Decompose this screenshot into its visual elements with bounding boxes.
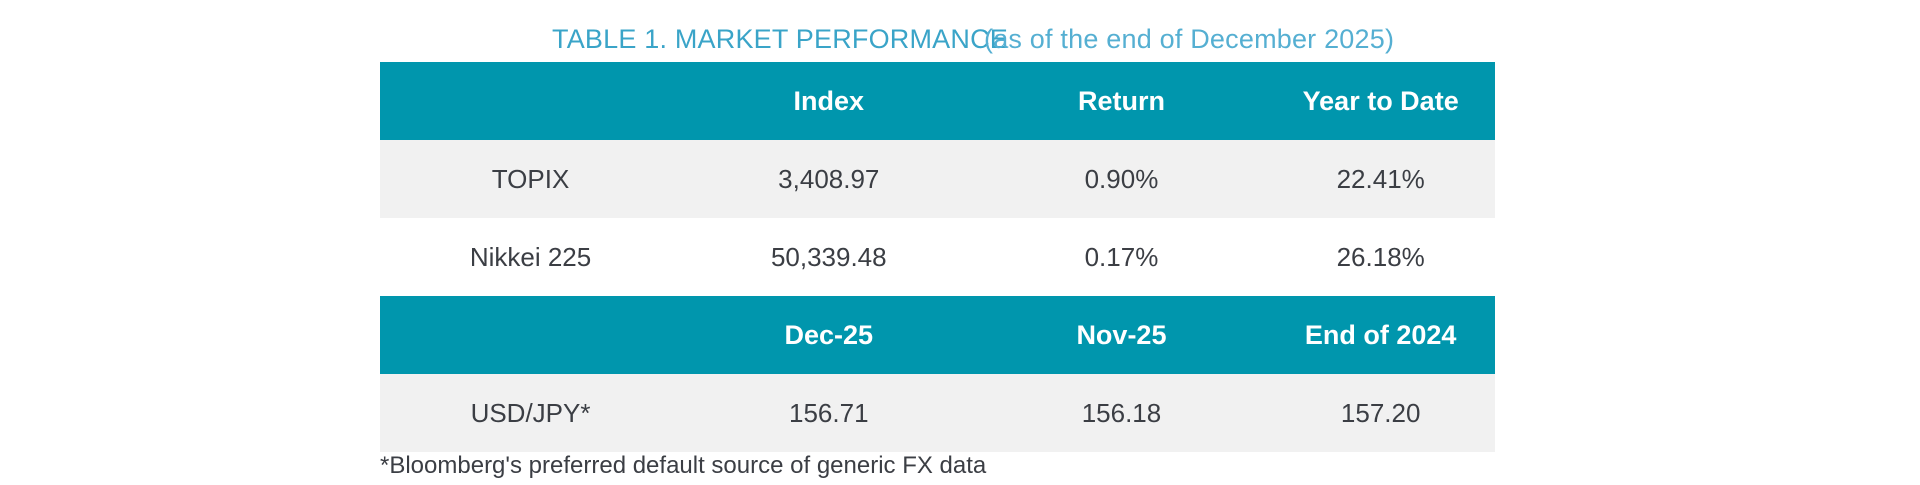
row-label-nikkei-225: Nikkei 225 <box>469 241 592 272</box>
header-cell-return: Return <box>1077 85 1165 116</box>
fx-header-row: Dec-25 Nov-25 End of 2024 <box>380 296 1495 374</box>
header-cell-index: Index <box>793 85 865 116</box>
fx-header-cell-nov-25: Nov-25 <box>1076 319 1167 350</box>
usd-jpy-dec-25-value: 156.71 <box>789 397 869 428</box>
fx-source-footnote: *Bloomberg's preferred default source of… <box>380 452 987 479</box>
table-row-nikkei-225: Nikkei 225 50,339.48 0.17% 26.18% <box>380 218 1495 296</box>
topix-ytd-value: 22.41% <box>1336 163 1425 194</box>
table-title: TABLE 1. MARKET PERFORMANCE <box>552 24 1008 54</box>
header-cell-blank <box>380 62 681 140</box>
fx-header-cell-blank <box>380 296 681 374</box>
fx-header-cell-dec-25: Dec-25 <box>784 319 874 350</box>
header-cell-year-to-date: Year to Date <box>1302 85 1459 116</box>
row-label-usd-jpy: USD/JPY* <box>470 397 591 428</box>
nikkei-index-value: 50,339.48 <box>770 241 887 272</box>
index-header-row: Index Return Year to Date <box>380 62 1495 140</box>
usd-jpy-nov-25-value: 156.18 <box>1081 397 1162 428</box>
market-performance-table: Index Return Year to Date TOPIX 3,408.97… <box>380 62 1495 452</box>
nikkei-return-value: 0.17% <box>1084 241 1159 272</box>
topix-index-value: 3,408.97 <box>778 163 880 194</box>
nikkei-ytd-value: 26.18% <box>1336 241 1425 272</box>
fx-header-cell-end-of-2024: End of 2024 <box>1304 319 1457 350</box>
usd-jpy-end-of-2024-value: 157.20 <box>1340 397 1421 428</box>
row-label-topix: TOPIX <box>491 163 570 194</box>
table-row-usd-jpy: USD/JPY* 156.71 156.18 157.20 <box>380 374 1495 452</box>
table-title-date: (as of the end of December 2025) <box>984 24 1395 54</box>
table-row-topix: TOPIX 3,408.97 0.90% 22.41% <box>380 140 1495 218</box>
topix-return-value: 0.90% <box>1084 163 1159 194</box>
